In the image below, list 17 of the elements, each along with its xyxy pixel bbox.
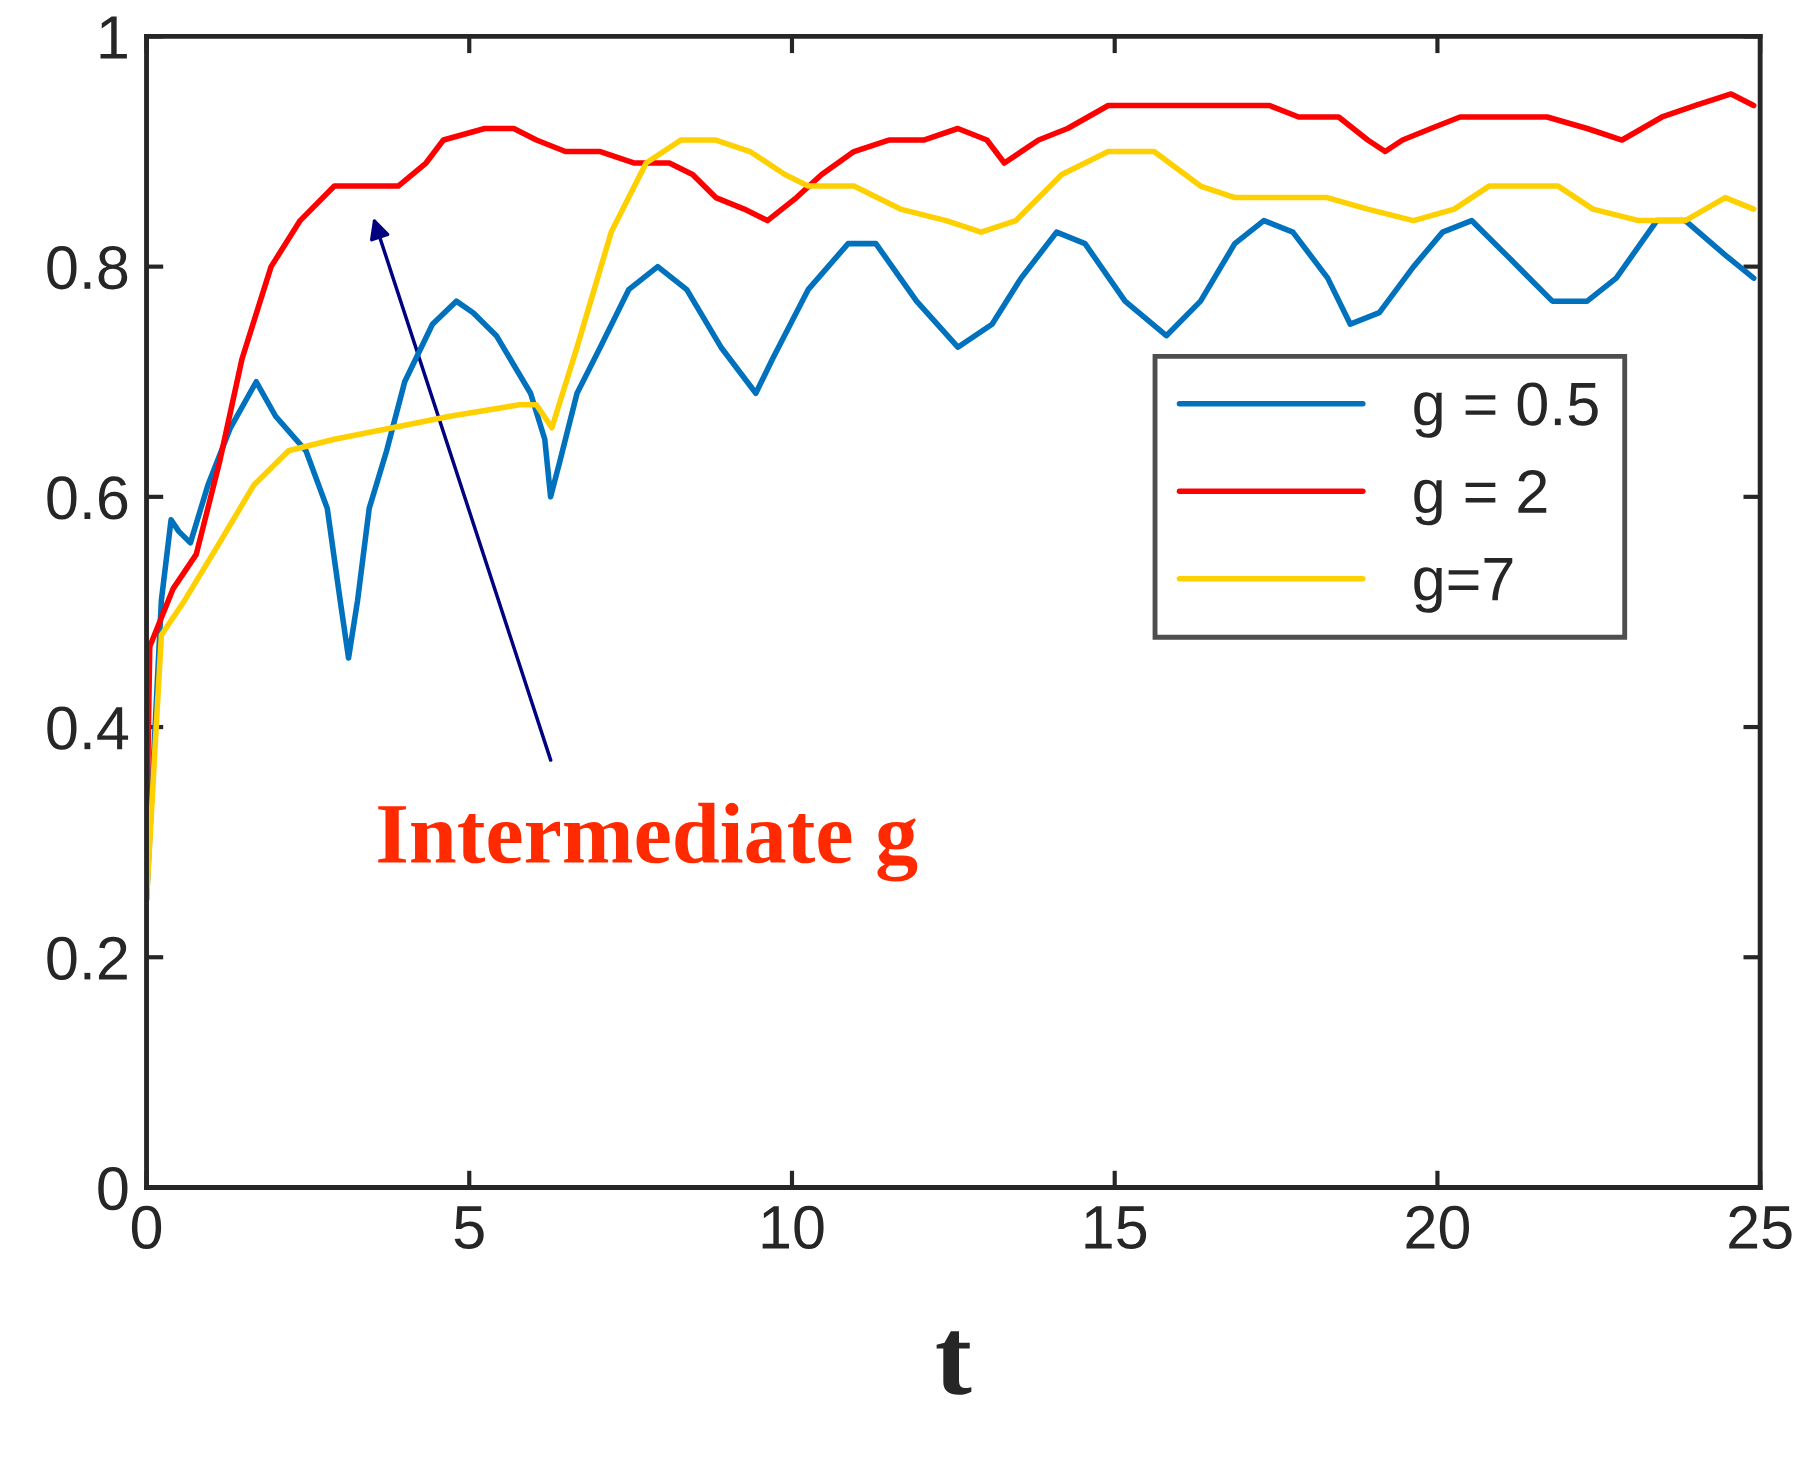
x-tick-label: 5 (454, 1206, 484, 1250)
y-tick-label: 0.8 (47, 246, 128, 290)
x-axis-title: t (936, 1331, 972, 1395)
y-tick-label: 0 (98, 1166, 128, 1211)
y-tick-label: 1 (100, 16, 127, 59)
y-tick-label: 0.2 (47, 936, 127, 980)
x-tick-label: 25 (1729, 1205, 1792, 1250)
x-tick-label: 20 (1406, 1205, 1470, 1250)
y-tick-label: 0.6 (47, 476, 128, 520)
x-tick-label: 0 (131, 1205, 162, 1250)
x-tick-label: 15 (1085, 1206, 1147, 1250)
x-tick-label: 10 (762, 1205, 824, 1250)
y-tick-label: 0.4 (47, 706, 129, 750)
legend-label: g = 2 (1414, 469, 1547, 526)
annotation: Intermediate g (378, 802, 918, 882)
legend-label: g=7 (1414, 558, 1513, 613)
legend-label: g = 0.5 (1414, 382, 1598, 438)
